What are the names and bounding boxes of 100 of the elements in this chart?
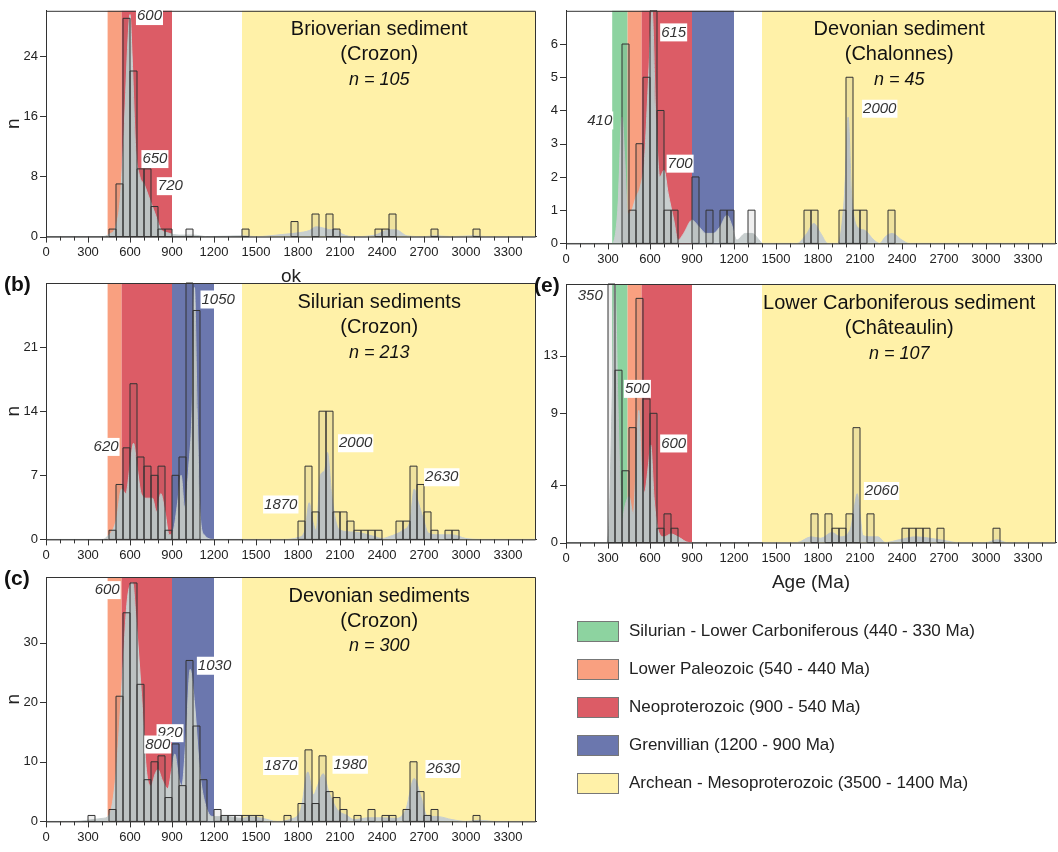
x-tick-label: 1200: [199, 546, 229, 562]
text: n = 300: [348, 635, 410, 656]
x-tick-label: 2700: [409, 546, 439, 562]
annotation: 500: [624, 379, 651, 397]
y-axis-title: n: [1, 693, 23, 705]
x-tick-label: 0: [42, 243, 50, 259]
annotation: 1030: [197, 655, 232, 673]
x-tick-label: 900: [681, 549, 703, 565]
x-tick-label: 1800: [283, 546, 313, 562]
annotation: 600: [661, 433, 687, 451]
x-tick-label: 2100: [845, 250, 875, 266]
y-axis-title: n: [1, 118, 23, 129]
y-tick-label: 30: [23, 634, 38, 650]
x-tick-label: 3000: [451, 546, 481, 562]
annotation: 1870: [264, 494, 299, 512]
x-tick-label: 3300: [493, 828, 523, 844]
x-tick-label: 2400: [367, 243, 397, 259]
x-tick-label: 1800: [803, 250, 833, 266]
y-tick-label: 20: [23, 693, 38, 709]
y-tick-label: 16: [23, 107, 38, 123]
annotation: 600: [136, 6, 163, 24]
x-tick-label: 1500: [761, 250, 791, 266]
y-tick-label: 5: [550, 68, 558, 84]
y-tick-label: 8: [30, 167, 38, 183]
y-tick-label: 3: [550, 135, 558, 151]
y-tick-label: 6: [550, 35, 558, 51]
x-tick-label: 1500: [241, 243, 271, 259]
y-tick-label: 13: [543, 347, 558, 363]
text: (b): [4, 271, 31, 295]
x-tick-label: 1800: [283, 828, 313, 844]
y-tick-label: 0: [30, 228, 38, 244]
text: Archean - Mesoproterozoic (3500 - 1400 Ma): [629, 773, 969, 793]
text: n = 213: [348, 341, 410, 362]
x-tick-label: 600: [119, 546, 141, 562]
annotation: 350: [577, 285, 604, 303]
y-tick-label: 9: [550, 404, 558, 420]
annotation: 1870: [264, 756, 299, 774]
x-tick-label: 1200: [719, 549, 749, 565]
x-tick-label: 2100: [325, 546, 355, 562]
text: Silurian sediments (Crozon): [297, 290, 461, 338]
annotation: 2000: [337, 433, 374, 451]
x-tick-label: 300: [77, 243, 99, 259]
x-tick-label: 600: [639, 250, 661, 266]
x-tick-label: 2700: [929, 549, 959, 565]
x-tick-label: 300: [597, 250, 619, 266]
x-tick-label: 900: [161, 243, 183, 259]
y-tick-label: 0: [30, 812, 38, 828]
x-tick-label: 900: [681, 250, 703, 266]
x-tick-label: 1800: [283, 243, 313, 259]
x-tick-label: 2700: [409, 243, 439, 259]
y-axis-title: n: [1, 405, 23, 417]
x-tick-label: 900: [161, 828, 183, 844]
x-tick-label: 3300: [493, 243, 523, 259]
text: n = 107: [868, 342, 931, 363]
x-tick-label: 3300: [1013, 250, 1043, 266]
x-tick-label: 600: [639, 549, 661, 565]
text: Devonian sediment (Chalonnes): [813, 17, 986, 65]
x-tick-label: 2400: [887, 549, 917, 565]
x-tick-label: 0: [42, 828, 50, 844]
y-tick-label: 21: [23, 338, 38, 354]
x-tick-label: 600: [119, 828, 141, 844]
x-tick-label: 2400: [887, 250, 917, 266]
x-tick-label: 900: [161, 546, 183, 562]
x-tick-label: 300: [77, 546, 99, 562]
annotation: 650: [142, 149, 169, 167]
y-tick-label: 10: [23, 753, 38, 769]
x-axis-title: ok: [280, 264, 302, 286]
y-tick-label: 14: [23, 402, 38, 418]
text: (c): [4, 565, 30, 589]
annotation: 615: [661, 22, 687, 40]
x-tick-label: 1200: [199, 243, 229, 259]
x-tick-label: 3000: [451, 243, 481, 259]
text: n = 105: [348, 68, 411, 89]
annotation: 2060: [863, 481, 899, 499]
x-tick-label: 2400: [367, 546, 397, 562]
x-tick-label: 2400: [367, 828, 397, 844]
x-axis-title: Age (Ma): [771, 570, 851, 592]
y-tick-label: 4: [550, 102, 558, 118]
text: Lower Paleozoic (540 - 440 Ma): [629, 659, 870, 679]
x-tick-label: 3000: [451, 828, 481, 844]
x-tick-label: 300: [77, 828, 99, 844]
y-tick-label: 4: [550, 476, 558, 492]
annotation: (e): [534, 272, 560, 296]
x-tick-label: 3000: [971, 250, 1001, 266]
text: Devonian sediments (Crozon): [288, 583, 470, 631]
text: Grenvillian (1200 - 900 Ma): [629, 735, 835, 755]
x-tick-label: 1500: [241, 828, 271, 844]
x-tick-label: 3000: [971, 549, 1001, 565]
x-tick-label: 1500: [241, 546, 271, 562]
annotation: 620: [93, 437, 120, 455]
x-tick-label: 2700: [409, 828, 439, 844]
x-tick-label: 3300: [493, 546, 523, 562]
x-tick-label: 300: [597, 549, 619, 565]
x-tick-label: 0: [42, 546, 50, 562]
annotation: 700: [667, 153, 694, 171]
annotation: 720: [157, 176, 184, 194]
text: n = 45: [873, 68, 926, 89]
text: Brioverian sediment (Crozon): [290, 17, 469, 65]
text: Neoproterozoic (900 - 540 Ma): [629, 697, 861, 717]
x-tick-label: 2100: [845, 549, 875, 565]
